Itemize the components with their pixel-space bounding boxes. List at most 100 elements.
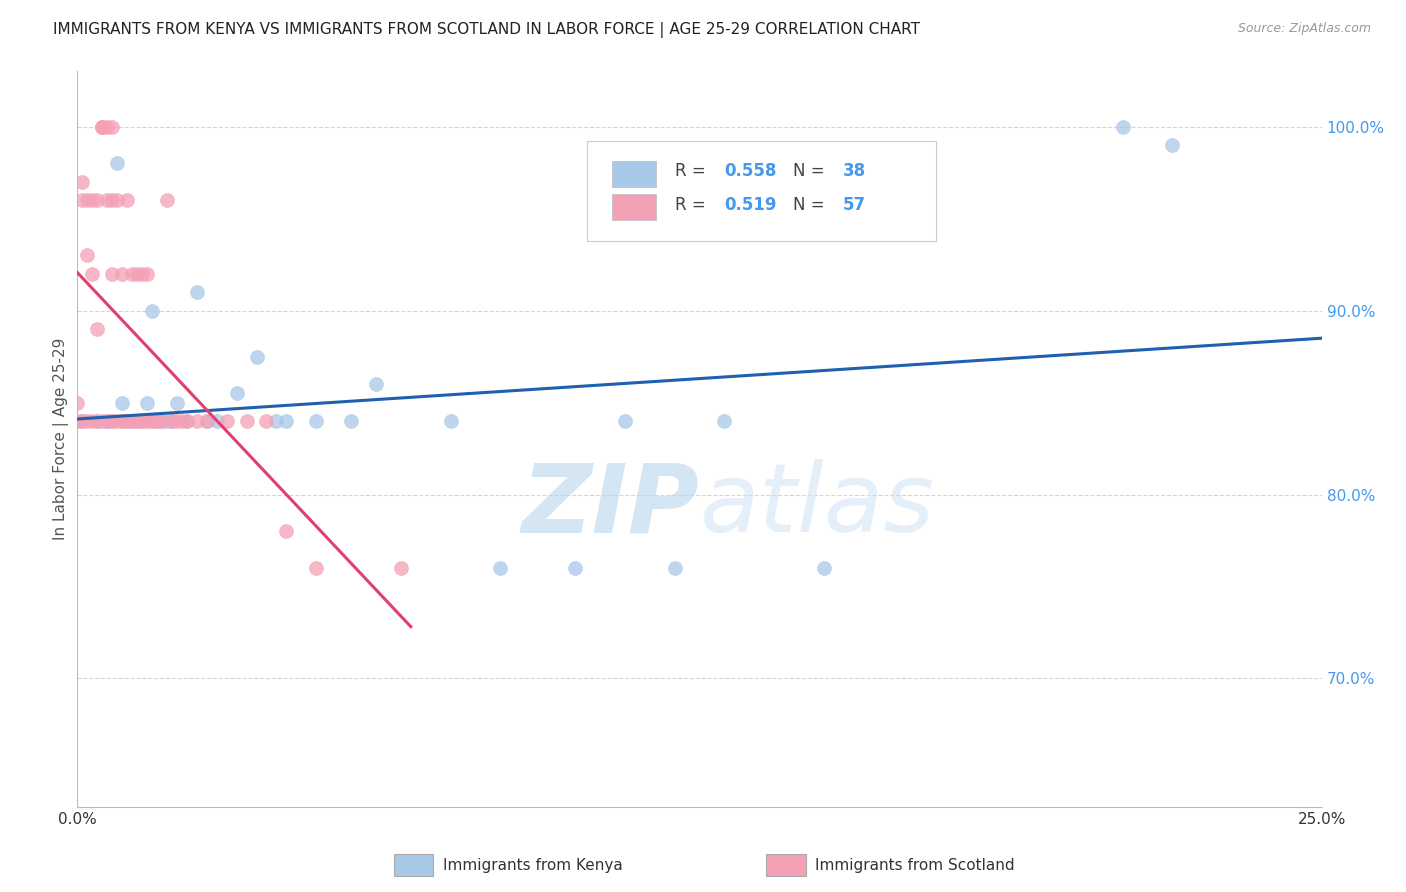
Point [156,414,179,428]
Text: R =: R = [675,196,710,214]
Point [235,414,257,428]
Point [76,248,98,262]
Point [101,193,124,207]
Point [72,414,94,428]
Point [96,414,118,428]
Point [136,267,159,281]
Point [121,414,143,428]
Point [141,414,163,428]
Point [115,414,138,428]
Point [170,414,193,428]
Point [66,414,89,428]
Point [305,414,328,428]
FancyBboxPatch shape [588,141,936,241]
Point [364,377,387,392]
Point [115,414,138,428]
Point [91,120,114,134]
Point [276,524,298,539]
Text: N =: N = [793,161,830,179]
Point [305,561,328,575]
Text: 57: 57 [842,196,866,214]
Point [664,561,686,575]
Text: R =: R = [675,161,710,179]
Point [564,561,586,575]
Point [86,193,108,207]
Point [489,561,512,575]
Point [156,193,179,207]
Point [195,414,218,428]
Text: Source: ZipAtlas.com: Source: ZipAtlas.com [1237,22,1371,36]
Point [86,414,108,428]
Point [195,414,218,428]
Point [111,267,134,281]
Point [111,414,134,428]
Y-axis label: In Labor Force | Age 25-29: In Labor Force | Age 25-29 [53,338,69,541]
Point [136,395,159,409]
Point [146,414,169,428]
Point [86,414,108,428]
Point [205,414,228,428]
Point [121,414,143,428]
Point [96,414,118,428]
Point [141,414,163,428]
Point [146,414,169,428]
Point [86,322,108,336]
Point [125,414,148,428]
Point [125,414,148,428]
Point [101,414,124,428]
Point [82,267,104,281]
Point [76,414,98,428]
Point [91,414,114,428]
Point [813,561,835,575]
Point [111,414,134,428]
Point [245,350,267,364]
Point [150,414,173,428]
Point [256,414,278,428]
Point [111,395,134,409]
Point [186,285,208,299]
Text: 0.519: 0.519 [724,196,778,214]
Point [166,395,188,409]
Point [91,120,114,134]
Point [1161,138,1184,153]
Point [266,414,288,428]
Point [72,193,94,207]
Point [131,267,153,281]
Point [101,120,124,134]
Text: atlas: atlas [700,459,935,552]
Point [105,193,128,207]
Point [166,414,188,428]
Text: Immigrants from Scotland: Immigrants from Scotland [815,858,1015,872]
Point [160,414,183,428]
Point [141,303,163,318]
Point [215,414,238,428]
Point [389,561,412,575]
Point [82,193,104,207]
Point [176,414,198,428]
Point [276,414,298,428]
Text: 0.558: 0.558 [724,161,776,179]
Point [160,414,183,428]
Point [115,193,138,207]
Point [115,414,138,428]
Text: 38: 38 [842,161,866,179]
Point [121,267,143,281]
Point [105,156,128,170]
Point [72,175,94,189]
Point [150,414,173,428]
Point [440,414,463,428]
Point [340,414,363,428]
Point [76,193,98,207]
Point [96,193,118,207]
Point [131,414,153,428]
Point [72,414,94,428]
Text: ZIP: ZIP [522,459,700,552]
Point [136,414,159,428]
Point [91,120,114,134]
Point [101,414,124,428]
Text: IMMIGRANTS FROM KENYA VS IMMIGRANTS FROM SCOTLAND IN LABOR FORCE | AGE 25-29 COR: IMMIGRANTS FROM KENYA VS IMMIGRANTS FROM… [53,22,921,38]
Point [66,395,89,409]
Point [105,414,128,428]
Text: N =: N = [793,196,830,214]
Point [96,120,118,134]
